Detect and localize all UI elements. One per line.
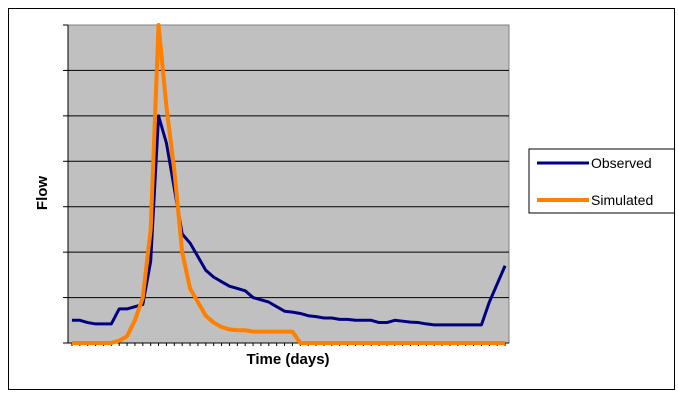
- legend-box: [528, 148, 674, 214]
- plot-area: [67, 24, 510, 344]
- series-line-simulated: [71, 23, 506, 345]
- chart-frame: Time (days) Flow Observed Simulated: [8, 8, 675, 390]
- y-axis-title: Flow: [34, 176, 51, 210]
- y-axis-ticks: [63, 24, 68, 344]
- line-chart: Time (days) Flow Observed Simulated: [34, 23, 674, 368]
- legend-label-simulated: Simulated: [591, 192, 653, 208]
- legend-label-observed: Observed: [591, 155, 652, 171]
- grid-lines: [68, 69, 509, 299]
- series-layer: [71, 23, 507, 345]
- legend: Observed Simulated: [528, 148, 674, 214]
- x-axis-title: Time (days): [246, 351, 329, 368]
